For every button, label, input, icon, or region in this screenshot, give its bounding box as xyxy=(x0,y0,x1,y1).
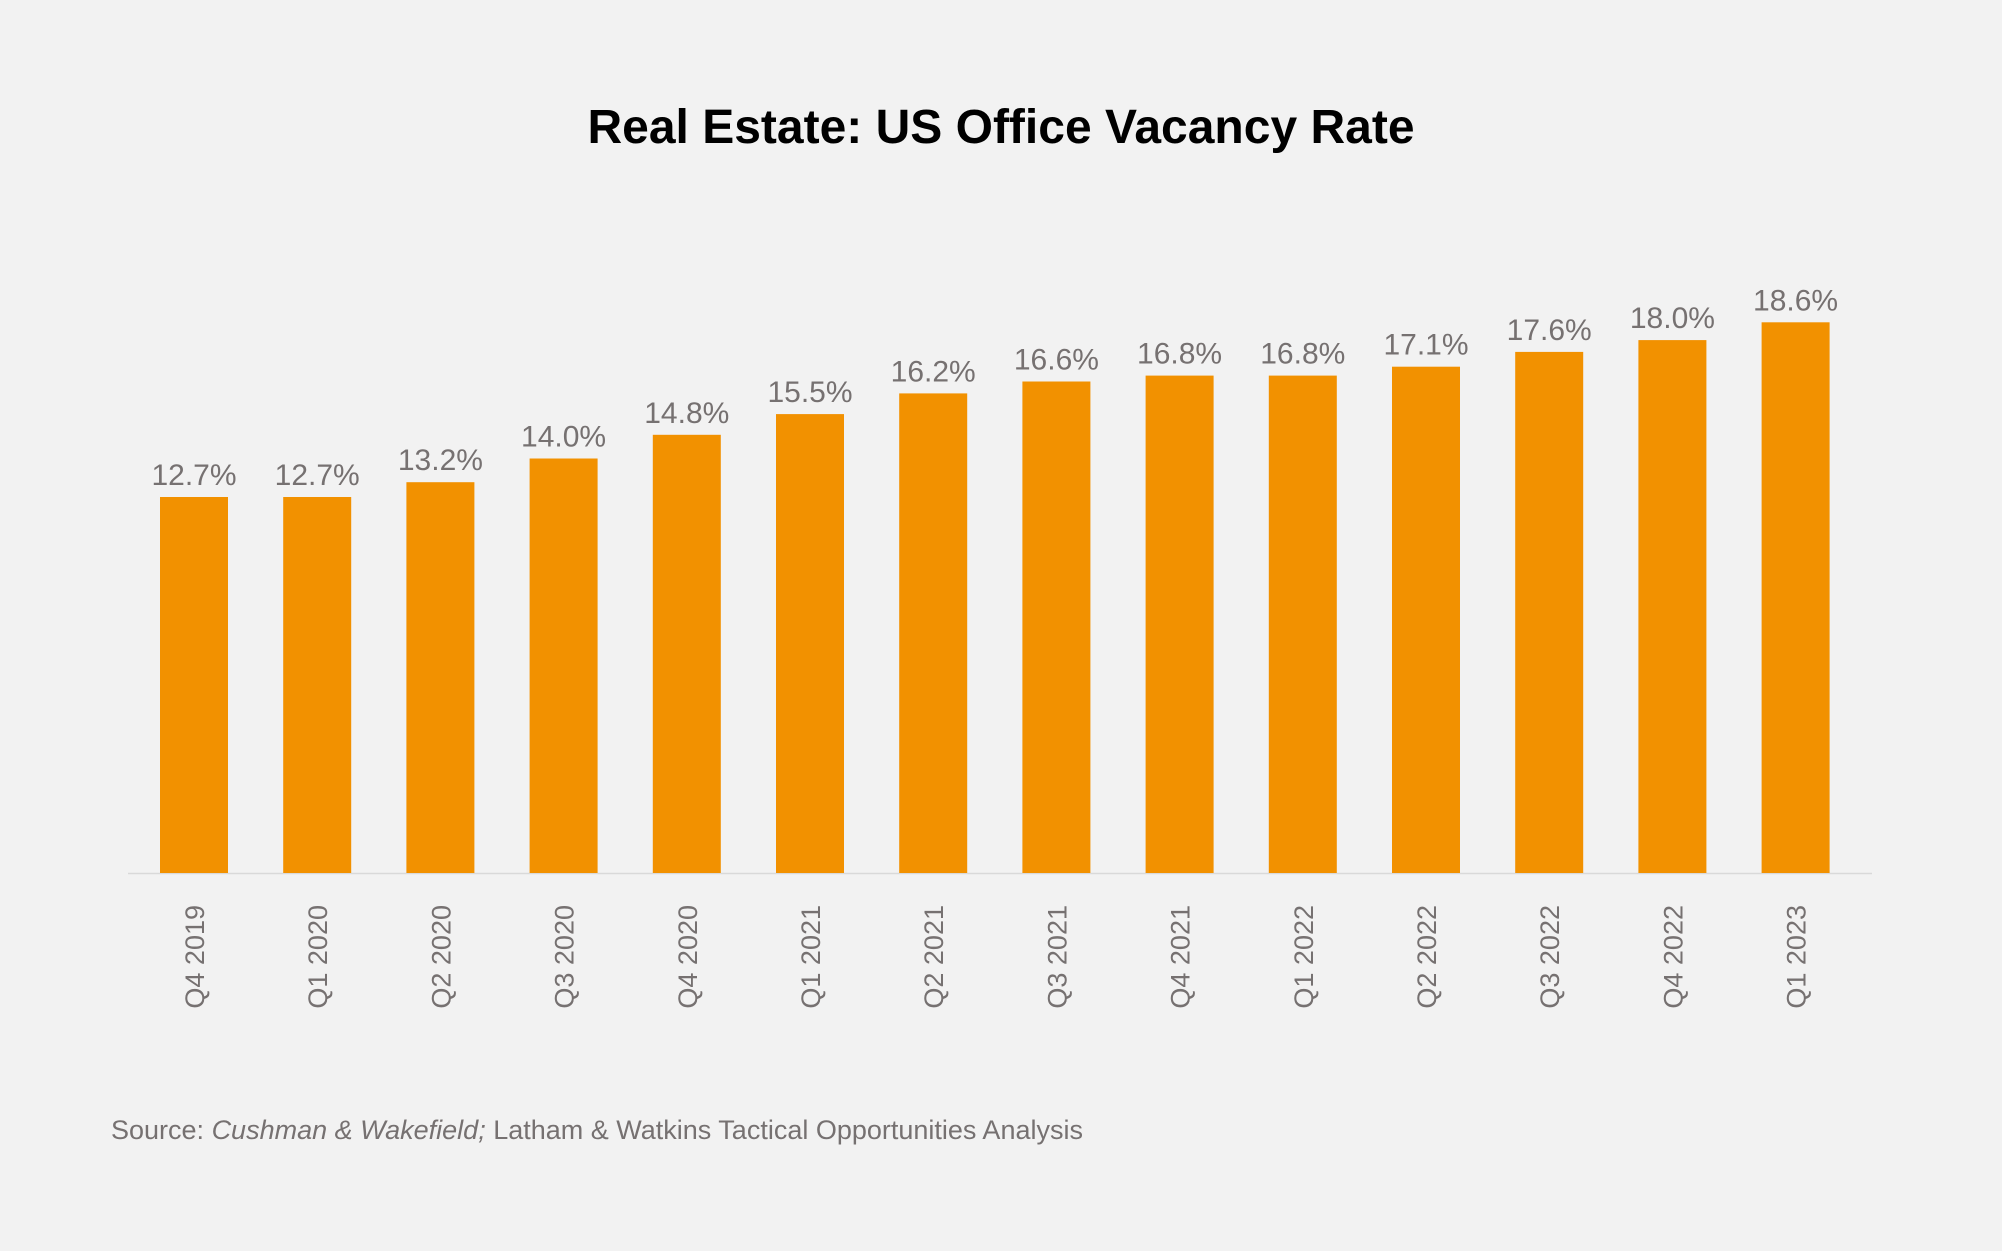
x-tick-label: Q4 2019 xyxy=(180,905,210,1009)
source-note: Source: Cushman & Wakefield; Latham & Wa… xyxy=(111,1115,1083,1146)
x-tick-label: Q1 2022 xyxy=(1289,905,1319,1009)
bar xyxy=(283,497,352,873)
data-label: 18.0% xyxy=(1630,302,1715,335)
source-italic: Cushman & Wakefield; xyxy=(211,1115,486,1145)
bar xyxy=(652,434,721,873)
bar xyxy=(899,393,968,873)
data-label: 12.7% xyxy=(275,459,360,492)
bar xyxy=(776,414,844,873)
data-label: 16.6% xyxy=(1014,344,1099,377)
bar xyxy=(529,458,598,873)
data-label: 17.1% xyxy=(1383,329,1468,362)
bar xyxy=(1392,366,1460,873)
x-tick-label: Q1 2023 xyxy=(1782,905,1812,1009)
x-tick-label: Q3 2022 xyxy=(1535,905,1565,1009)
bar xyxy=(1268,375,1337,873)
x-tick-label: Q2 2022 xyxy=(1412,905,1442,1009)
x-tick-label: Q3 2020 xyxy=(550,905,580,1009)
x-tick-label: Q1 2021 xyxy=(796,905,826,1009)
x-tick-label: Q4 2020 xyxy=(673,905,703,1009)
data-label: 16.8% xyxy=(1137,338,1222,371)
chart-title: Real Estate: US Office Vacancy Rate xyxy=(587,101,1415,154)
data-label: 14.0% xyxy=(521,421,606,454)
bar xyxy=(1145,375,1214,873)
data-label: 13.2% xyxy=(398,444,483,477)
data-label: 15.5% xyxy=(767,376,852,409)
source-rest: Latham & Watkins Tactical Opportunities … xyxy=(485,1115,1083,1145)
bar xyxy=(160,497,228,873)
x-tick-label: Q1 2020 xyxy=(303,905,333,1009)
data-label: 17.6% xyxy=(1507,314,1592,347)
bar xyxy=(1638,340,1707,874)
x-tick-label: Q2 2020 xyxy=(426,905,456,1009)
data-label: 14.8% xyxy=(644,397,729,430)
bar xyxy=(406,482,475,873)
bar xyxy=(1761,322,1830,873)
data-label: 18.6% xyxy=(1753,284,1838,317)
bar xyxy=(1022,381,1091,873)
x-tick-label: Q2 2021 xyxy=(919,905,949,1009)
x-tick-label: Q4 2021 xyxy=(1166,905,1196,1009)
data-label: 12.7% xyxy=(151,459,236,492)
bar xyxy=(1515,351,1584,873)
data-label: 16.2% xyxy=(891,355,976,388)
x-tick-label: Q3 2021 xyxy=(1042,905,1072,1009)
source-prefix: Source: xyxy=(111,1115,212,1145)
x-tick-label: Q4 2022 xyxy=(1658,905,1688,1009)
data-label: 16.8% xyxy=(1260,338,1345,371)
